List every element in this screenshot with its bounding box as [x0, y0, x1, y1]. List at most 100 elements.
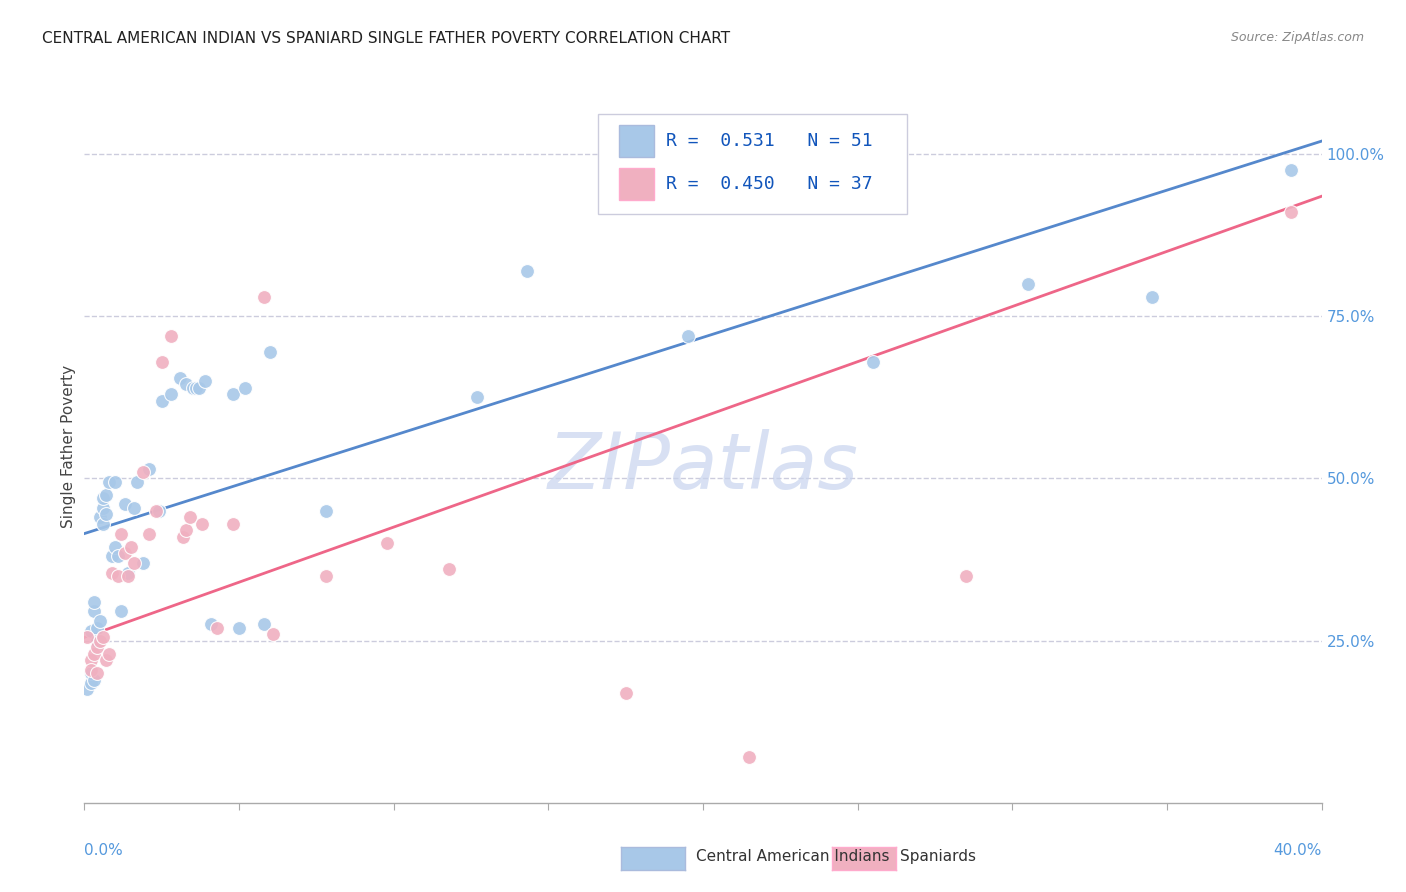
Point: [132, 465, 155, 479]
Point: [676, 328, 699, 343]
Point: [1140, 290, 1163, 304]
Point: [181, 381, 204, 395]
Point: [222, 516, 245, 531]
Point: [86, 621, 108, 635]
Point: [179, 510, 201, 524]
Point: [117, 568, 139, 582]
Bar: [619, 168, 654, 200]
Point: [200, 617, 222, 632]
Point: [1279, 205, 1302, 219]
Bar: [619, 125, 654, 157]
Point: [228, 621, 250, 635]
Point: [91, 491, 114, 505]
Point: [83, 673, 105, 687]
Point: [315, 568, 337, 582]
Text: 0.0%: 0.0%: [84, 843, 124, 858]
Point: [104, 540, 127, 554]
Point: [110, 604, 132, 618]
Point: [101, 549, 124, 564]
Point: [377, 536, 399, 550]
Point: [79, 666, 101, 681]
Point: [160, 328, 183, 343]
Point: [160, 387, 183, 401]
Point: [194, 374, 217, 388]
Point: [150, 354, 173, 368]
Point: [110, 526, 132, 541]
Point: [107, 549, 129, 564]
Point: [184, 381, 207, 395]
Point: [86, 640, 108, 654]
Text: Central American Indians: Central American Indians: [696, 849, 890, 864]
Point: [315, 504, 337, 518]
Point: [79, 653, 101, 667]
Point: [614, 685, 637, 699]
Point: [172, 530, 194, 544]
Point: [117, 566, 139, 580]
Point: [176, 524, 198, 538]
Text: CENTRAL AMERICAN INDIAN VS SPANIARD SINGLE FATHER POVERTY CORRELATION CHART: CENTRAL AMERICAN INDIAN VS SPANIARD SING…: [42, 31, 730, 46]
Point: [89, 510, 111, 524]
Point: [79, 624, 101, 638]
Point: [114, 497, 136, 511]
Point: [1017, 277, 1039, 291]
Point: [89, 614, 111, 628]
Point: [83, 647, 105, 661]
Point: [253, 617, 276, 632]
Point: [86, 633, 108, 648]
Point: [79, 663, 101, 677]
Point: [262, 627, 284, 641]
Point: [107, 568, 129, 582]
Point: [138, 461, 160, 475]
Point: [122, 556, 145, 570]
Point: [89, 633, 111, 648]
Point: [862, 354, 884, 368]
Point: [169, 371, 191, 385]
Point: [98, 647, 121, 661]
Point: [207, 621, 229, 635]
Point: [516, 264, 538, 278]
Point: [114, 546, 136, 560]
Point: [233, 381, 256, 395]
Point: [253, 290, 276, 304]
Text: R =  0.531   N = 51: R = 0.531 N = 51: [666, 132, 873, 150]
Text: 40.0%: 40.0%: [1274, 843, 1322, 858]
Point: [439, 562, 461, 576]
Point: [132, 556, 155, 570]
Point: [120, 540, 142, 554]
Point: [101, 566, 124, 580]
Text: R =  0.450   N = 37: R = 0.450 N = 37: [666, 175, 873, 193]
Point: [98, 475, 121, 489]
Point: [138, 526, 160, 541]
Point: [83, 595, 105, 609]
Point: [259, 345, 281, 359]
Point: [76, 682, 98, 697]
Text: ZIPatlas: ZIPatlas: [547, 429, 859, 506]
Point: [222, 387, 245, 401]
Point: [176, 377, 198, 392]
Point: [187, 381, 209, 395]
Point: [145, 504, 167, 518]
Point: [150, 393, 173, 408]
Point: [94, 653, 117, 667]
Point: [104, 475, 127, 489]
FancyBboxPatch shape: [598, 114, 907, 214]
Point: [465, 390, 488, 404]
Text: Spaniards: Spaniards: [900, 849, 976, 864]
Point: [122, 500, 145, 515]
Point: [1279, 163, 1302, 178]
Point: [91, 500, 114, 515]
Point: [83, 604, 105, 618]
Point: [955, 568, 977, 582]
Point: [94, 488, 117, 502]
Point: [91, 516, 114, 531]
Point: [125, 475, 148, 489]
Y-axis label: Single Father Poverty: Single Father Poverty: [60, 365, 76, 527]
Point: [148, 504, 170, 518]
Point: [79, 675, 101, 690]
Point: [91, 631, 114, 645]
Point: [76, 631, 98, 645]
Point: [94, 507, 117, 521]
Point: [191, 516, 214, 531]
Text: Source: ZipAtlas.com: Source: ZipAtlas.com: [1230, 31, 1364, 45]
Point: [86, 666, 108, 681]
